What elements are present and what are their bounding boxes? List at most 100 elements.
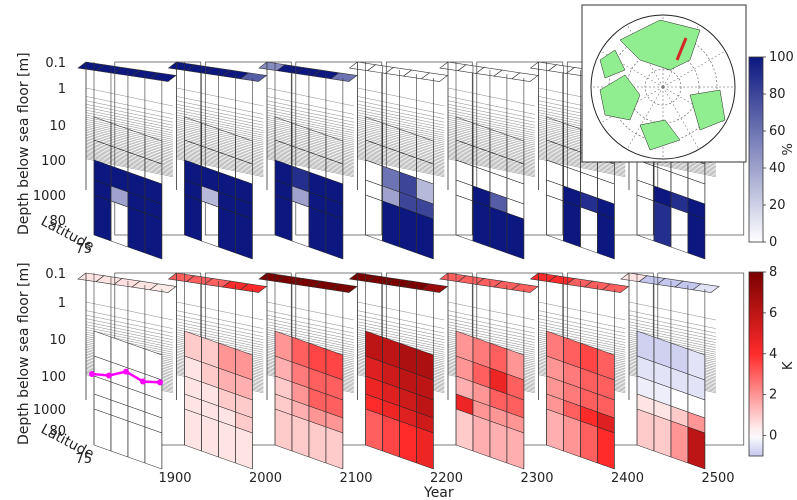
heat-cell <box>636 159 655 187</box>
x-tick-label: 2400 <box>611 471 644 486</box>
y-axis-label-upper: Depth below sea floor [m] <box>16 52 32 235</box>
depth-gridline <box>447 138 535 157</box>
depth-gridline <box>85 301 173 321</box>
heat-cell <box>399 420 417 464</box>
depth-gridline <box>85 117 173 136</box>
heat-cell <box>511 283 539 293</box>
heat-cell <box>580 206 598 254</box>
heat-cell <box>184 194 202 242</box>
depth-gridline <box>447 321 535 340</box>
depth-gridline <box>85 87 173 107</box>
z-tick-label: 80 <box>49 424 66 439</box>
heat-cell <box>506 426 525 470</box>
depth-gridline <box>357 107 445 126</box>
heat-cell <box>308 420 327 464</box>
depth-gridline <box>176 318 264 337</box>
depth-gridline <box>176 314 264 334</box>
depth-gridline <box>266 114 354 134</box>
colorbar-tick-label: 8 <box>769 265 777 280</box>
depth-gridline <box>447 126 535 146</box>
depth-gridline <box>85 100 173 119</box>
depth-gridline <box>357 149 445 169</box>
colorbar-tick-label: 4 <box>769 347 777 362</box>
depth-gridline <box>266 96 354 115</box>
depth-gridline <box>357 151 445 170</box>
depth-gridline <box>628 327 716 346</box>
depth-gridline <box>176 119 264 138</box>
depth-gridline <box>85 133 173 153</box>
slice-2000 <box>167 272 292 470</box>
depth-gridline <box>447 153 535 172</box>
depth-gridline <box>85 314 173 334</box>
depth-gridline <box>176 154 264 174</box>
heat-cell <box>382 414 400 458</box>
heat-cell <box>455 194 474 242</box>
slice-2300 <box>439 272 564 470</box>
meridian-line <box>662 86 700 150</box>
heat-cell <box>506 177 525 205</box>
depth-gridline <box>357 112 445 131</box>
depth-gridline <box>266 104 354 123</box>
depth-gridline <box>176 87 264 107</box>
heat-cell <box>93 194 112 242</box>
heat-cell <box>506 212 525 260</box>
depth-gridline <box>357 147 445 166</box>
depth-gridline <box>357 128 445 148</box>
depth-gridline <box>447 121 535 140</box>
slice-2000 <box>167 61 292 260</box>
heat-cell <box>653 414 672 458</box>
depth-gridline <box>357 301 445 321</box>
colorbar-upper: 0 20 40 60 80 100% <box>748 50 796 250</box>
depth-gridline <box>85 149 173 169</box>
depth-gridline <box>357 130 445 149</box>
heat-cell <box>218 206 236 254</box>
depth-gridline <box>176 104 264 123</box>
heat-cell <box>235 212 253 260</box>
depth-gridline <box>176 149 264 169</box>
depth-gridline <box>447 327 535 346</box>
meridian-line <box>626 86 664 150</box>
depth-gridline <box>357 123 445 142</box>
colorbar-tick-label: 60 <box>769 124 786 139</box>
depth-gridline <box>85 141 173 160</box>
depth-gridline <box>447 114 535 134</box>
depth-gridline <box>176 321 264 340</box>
depth-gridline <box>266 123 354 142</box>
depth-gridline <box>538 158 626 177</box>
heat-cell <box>472 200 491 248</box>
depth-gridline <box>447 147 535 166</box>
heat-cell <box>670 206 689 254</box>
depth-gridline <box>447 125 535 144</box>
heat-cell <box>489 151 508 179</box>
heat-cell <box>365 408 383 452</box>
depth-gridline <box>266 151 354 170</box>
heat-cell <box>144 212 163 260</box>
depth-gridline <box>538 329 626 348</box>
depth-gridline <box>447 144 535 163</box>
depth-gridline <box>266 117 354 136</box>
heat-cell <box>93 408 112 452</box>
depth-gridline <box>85 153 173 172</box>
depth-gridline <box>447 119 535 138</box>
depth-gridline <box>357 139 445 159</box>
heat-cell <box>330 283 358 293</box>
depth-gridline <box>447 154 535 174</box>
y-tick-label: 1 <box>58 82 66 97</box>
series-point <box>140 378 146 385</box>
lower-panel <box>77 272 745 470</box>
heat-cell <box>546 408 564 452</box>
depth-gridline <box>85 128 173 148</box>
heat-cell <box>670 420 689 464</box>
depth-gridline <box>357 324 445 343</box>
heat-cell <box>455 159 474 187</box>
depth-gridline <box>447 314 535 334</box>
depth-gridline <box>357 152 445 171</box>
depth-gridline <box>266 148 354 167</box>
depth-gridline <box>176 327 264 346</box>
heat-cell <box>597 426 615 470</box>
depth-gridline <box>447 310 535 329</box>
depth-gridline <box>447 141 535 160</box>
depth-gridline <box>266 136 354 156</box>
depth-gridline <box>176 158 264 177</box>
depth-gridline <box>85 327 173 346</box>
